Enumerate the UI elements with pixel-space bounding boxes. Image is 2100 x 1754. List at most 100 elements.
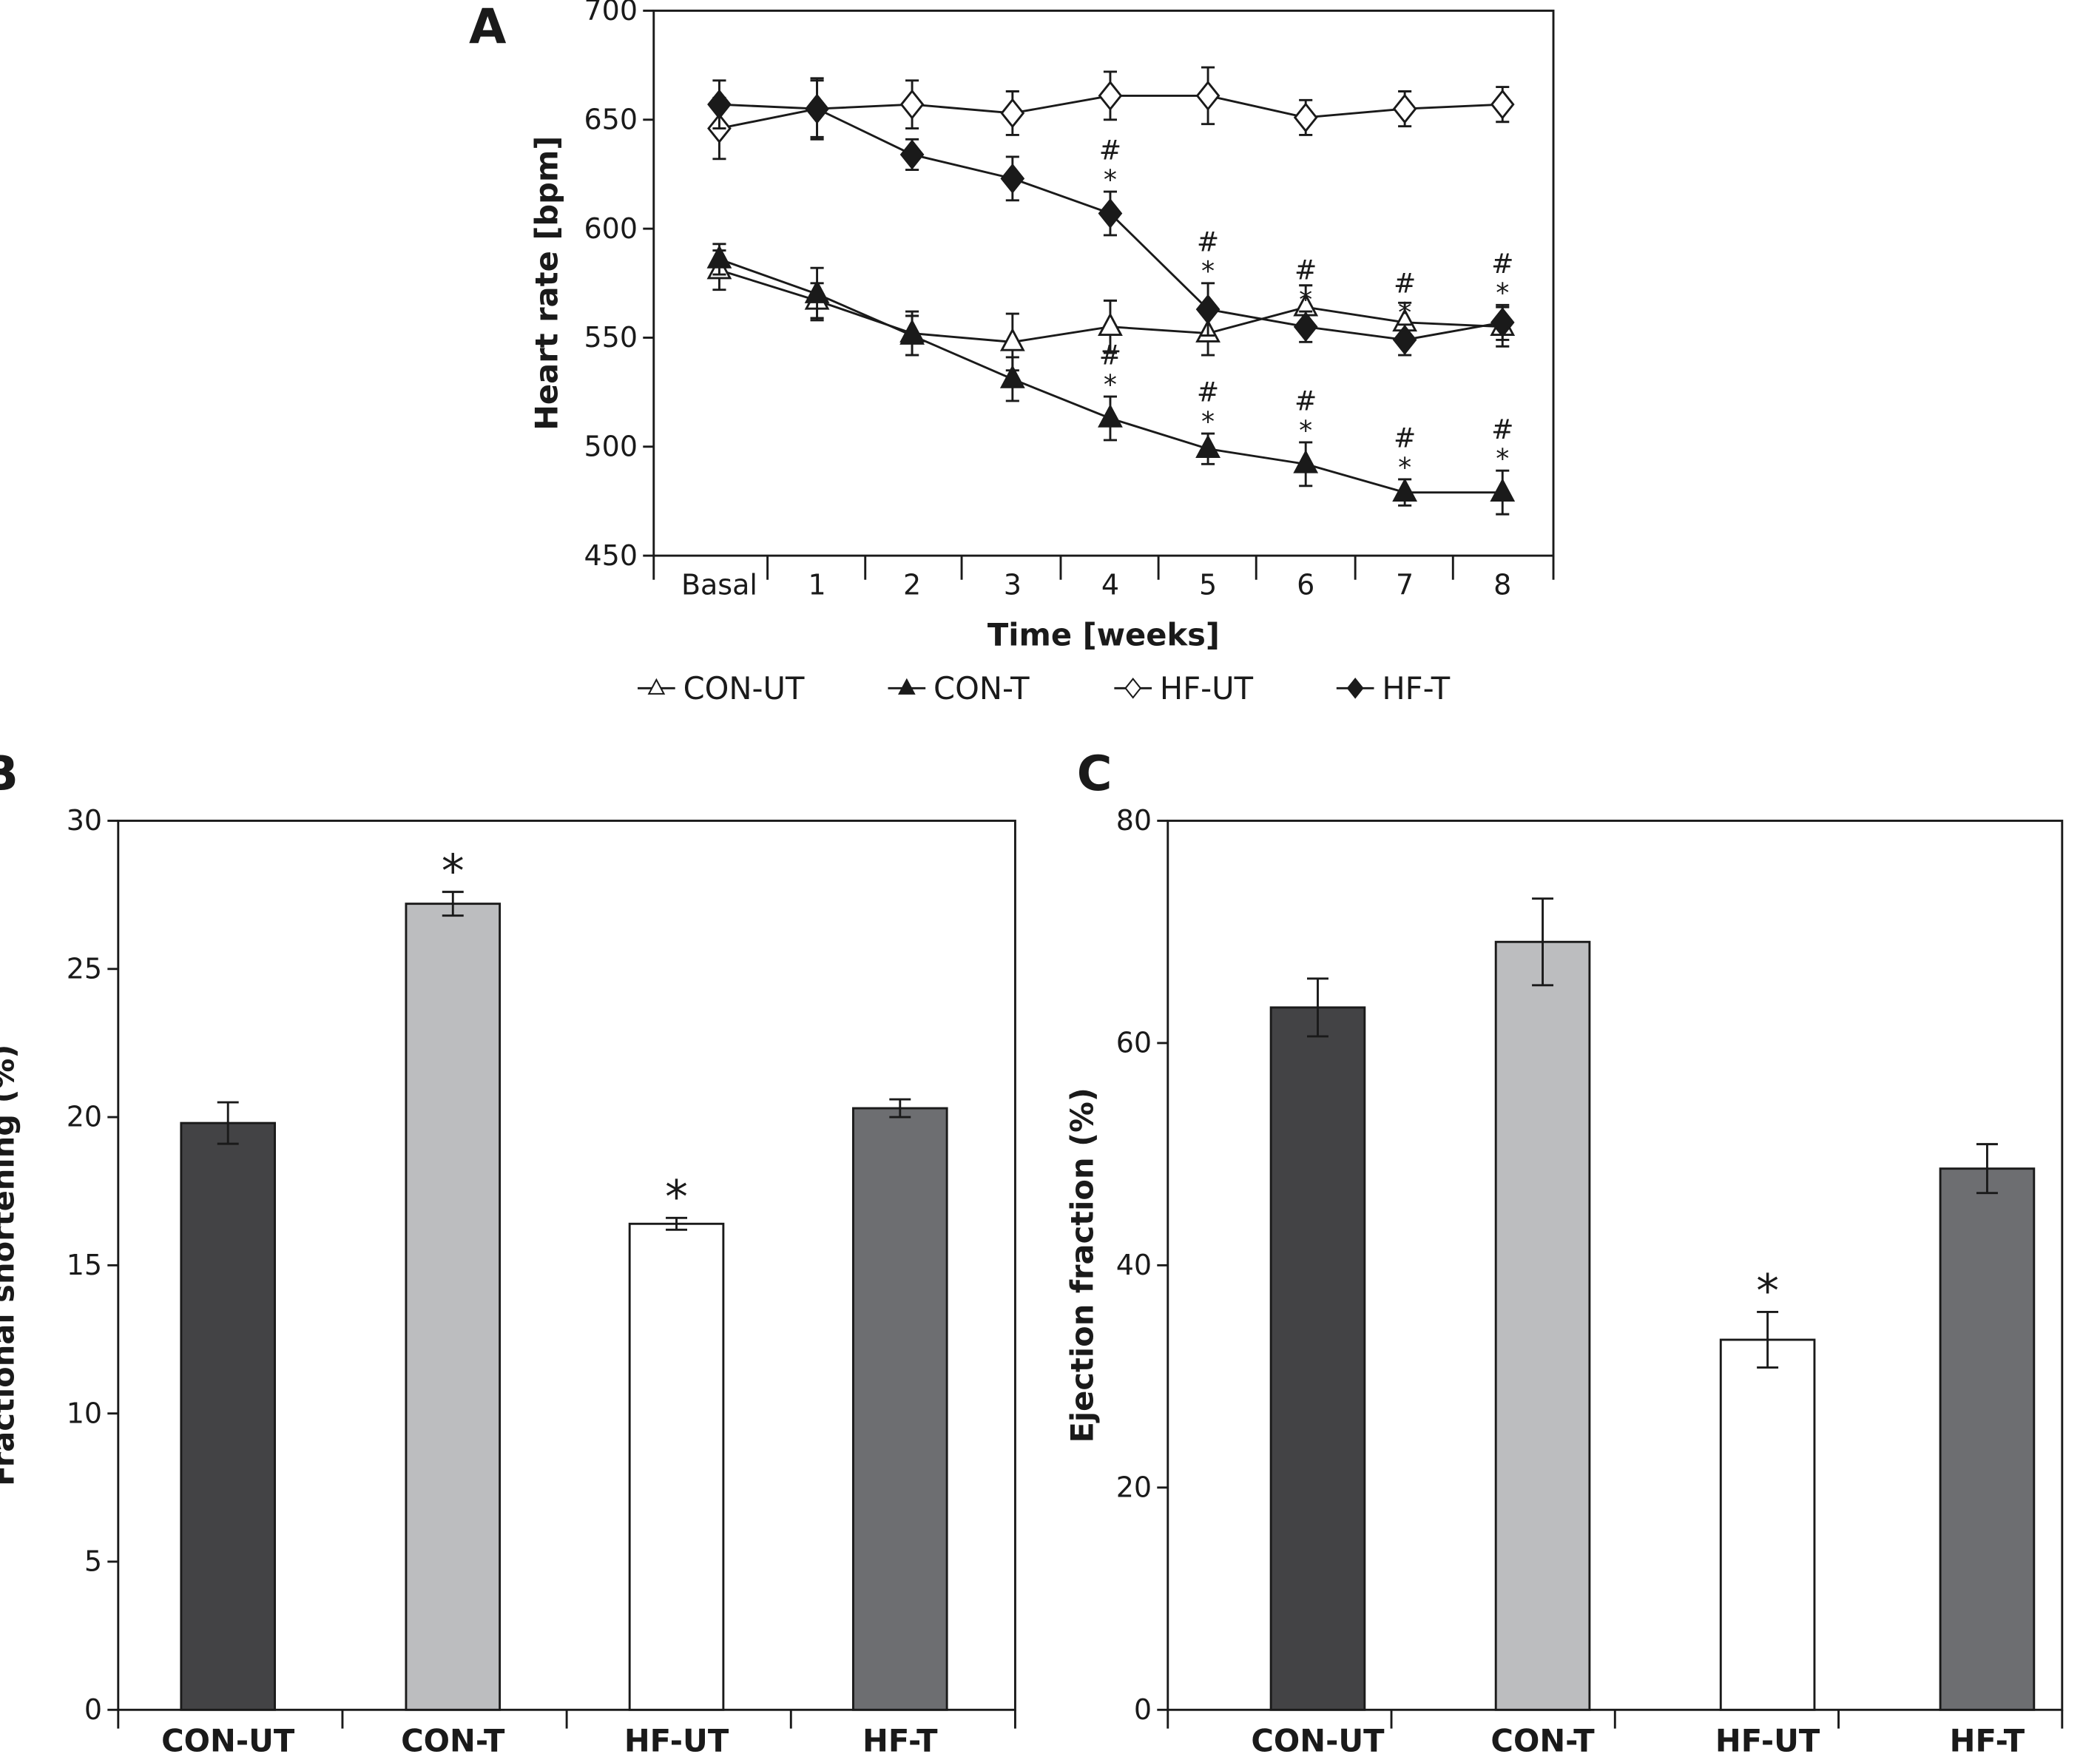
data-point <box>1195 80 1221 111</box>
panel-b-bar-chart: B 0 5 10 15 20 25 30 Fractional shortening (%) CO… <box>0 746 1016 1754</box>
significance-star: * <box>665 1170 688 1224</box>
y-axis-label: Ejection fraction (%) <box>1064 1087 1100 1443</box>
significance-hash: # <box>1294 385 1317 416</box>
y-tick-label: 550 <box>584 321 638 354</box>
data-point <box>1293 311 1318 343</box>
data-point <box>1490 307 1515 338</box>
legend-label: HF-UT <box>1160 670 1254 706</box>
significance-star: * <box>1104 368 1117 400</box>
data-point <box>1392 324 1417 355</box>
y-tick-label: 25 <box>67 952 102 985</box>
legend-marker <box>898 678 916 695</box>
x-tick-label: 7 <box>1396 569 1414 601</box>
x-tick-label: HF-UT <box>624 1722 729 1754</box>
bar-hf-ut: * <box>628 1170 725 1711</box>
significance-hash: # <box>1099 135 1121 166</box>
x-axis-label: Time [weeks] <box>987 616 1220 652</box>
y-axis-label: Fractional shortening (%) <box>0 1045 21 1486</box>
data-point <box>1490 478 1516 502</box>
y-tick-label: 650 <box>584 103 638 135</box>
x-tick-label: 4 <box>1101 569 1119 601</box>
y-tick-label: 30 <box>67 804 102 837</box>
bar-hf-t <box>1939 1143 2036 1711</box>
bar-con-t: * <box>405 844 502 1711</box>
panel-label-b: B <box>0 746 18 802</box>
data-point <box>899 321 925 345</box>
y-tick-label: 600 <box>584 212 638 245</box>
significance-star: * <box>1299 283 1312 315</box>
y-tick-label: 10 <box>67 1397 102 1429</box>
legend-item-hf-ut: HF-UT <box>1114 670 1254 706</box>
data-point <box>1490 89 1515 120</box>
legend-marker <box>1346 678 1364 699</box>
plot-frame <box>652 10 1555 557</box>
data-point <box>1098 80 1123 111</box>
significance-hash: # <box>1394 422 1416 454</box>
y-tick-label: 60 <box>1116 1027 1152 1059</box>
series-con-t: *#*#*#*#*# <box>706 243 1516 516</box>
legend-item-hf-t: HF-T <box>1336 670 1451 706</box>
panel-a-line-chart: A 450 500 550 600 650 700 Basal 1 2 3 4 5 6 7 8 Time [we… <box>469 0 1555 706</box>
significance-star: * <box>1756 1264 1779 1318</box>
y-tick-label: 5 <box>84 1545 102 1578</box>
data-point <box>1098 404 1123 428</box>
y-tick-label: 700 <box>584 0 638 27</box>
data-point <box>999 327 1025 351</box>
data-point <box>1392 478 1418 502</box>
significance-hash: # <box>1491 248 1513 280</box>
y-tick-label: 20 <box>1116 1471 1152 1503</box>
bar <box>405 903 502 1711</box>
data-point <box>1195 294 1221 325</box>
data-point <box>1392 93 1417 124</box>
data-point <box>1000 98 1025 129</box>
x-tick-label: CON-T <box>1490 1722 1595 1754</box>
bar-con-t <box>1494 897 1591 1711</box>
data-point <box>1293 102 1318 133</box>
significance-star: * <box>1496 443 1509 475</box>
bar-con-ut <box>1269 977 1366 1711</box>
significance-star: * <box>1398 297 1411 328</box>
x-tick-label: 1 <box>808 569 826 601</box>
legend-item-con-ut: CON-UT <box>638 670 805 706</box>
significance-hash: # <box>1294 254 1317 286</box>
data-point <box>805 93 829 124</box>
legend-marker <box>647 678 666 695</box>
legend-label: CON-UT <box>683 670 805 706</box>
x-tick-label: 2 <box>903 569 921 601</box>
x-tick-label: 3 <box>1004 569 1022 601</box>
x-tick-label: 5 <box>1199 569 1217 601</box>
significance-star: * <box>1201 405 1215 437</box>
panel-c-bar-chart: C 0 20 40 60 80 Ejection fraction (%) CON-UT CON… <box>1064 746 2064 1754</box>
data-point <box>706 245 732 269</box>
data-point <box>1000 163 1025 194</box>
significance-star: * <box>442 844 465 897</box>
x-tick-label: 8 <box>1493 569 1511 601</box>
x-tick-label: HF-T <box>1950 1722 2025 1754</box>
y-tick-label: 0 <box>1134 1693 1152 1726</box>
data-point <box>1195 434 1221 459</box>
bar-hf-t <box>851 1098 948 1711</box>
bar <box>1719 1338 1816 1711</box>
legend-item-con-t: CON-T <box>888 670 1030 706</box>
x-tick-label: CON-UT <box>1251 1722 1385 1754</box>
data-point <box>1098 198 1123 229</box>
bar <box>1269 1006 1366 1711</box>
bar <box>1494 940 1591 1711</box>
significance-star: * <box>1104 163 1117 195</box>
data-point <box>1098 312 1123 337</box>
panel-label-c: C <box>1077 746 1113 802</box>
bar <box>1939 1167 2036 1711</box>
y-axis-label: Heart rate [bpm] <box>528 136 564 431</box>
x-tick-label: Basal <box>681 569 757 601</box>
x-tick-label: HF-T <box>862 1722 938 1754</box>
x-tick-label: 6 <box>1297 569 1314 601</box>
legend-label: CON-T <box>933 670 1030 706</box>
bar <box>851 1107 948 1711</box>
bar <box>180 1121 277 1711</box>
significance-star: * <box>1299 414 1312 446</box>
y-tick-label: 0 <box>84 1693 102 1726</box>
legend-label: HF-T <box>1382 670 1450 706</box>
data-point <box>707 89 732 120</box>
bar <box>628 1222 725 1711</box>
